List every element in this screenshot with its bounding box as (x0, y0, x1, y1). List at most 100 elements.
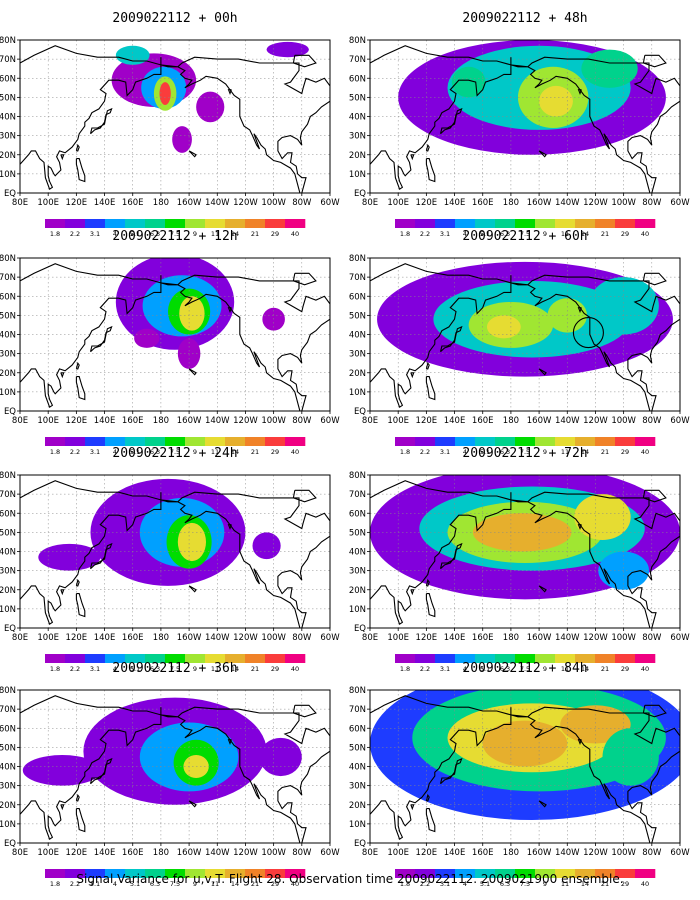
colorbar-label: 5.1 (480, 880, 490, 888)
colorbar-swatch (495, 654, 516, 663)
y-tick-label: 70N (349, 55, 366, 65)
colorbar-swatch (205, 654, 226, 663)
colorbar-swatch (535, 654, 556, 663)
x-tick-label: 140W (205, 633, 230, 643)
colorbar-swatch (595, 437, 616, 446)
colorbar-label: 21 (601, 230, 609, 238)
x-tick-label: 140W (205, 198, 230, 208)
coastlines (20, 45, 330, 193)
x-tick-label: 80W (642, 198, 662, 208)
coastline (89, 757, 113, 785)
coastline (188, 368, 197, 376)
colorbar-label: 11 (561, 448, 569, 456)
coastline (227, 307, 232, 314)
colorbar-label: 11 (211, 448, 219, 456)
coastline (75, 793, 80, 802)
coastline (439, 542, 463, 570)
coastline (60, 372, 65, 379)
colorbar: 1.8 2.2 3.1 4 5.1 6.3 7.5 9 11 14 21 29 40 (45, 869, 306, 888)
x-tick-label: 100W (261, 633, 286, 643)
colorbar-swatch (415, 219, 436, 228)
colorbar-swatch (635, 219, 656, 228)
colorbar: 1.8 2.2 3.1 4 5.1 6.3 7.5 9 11 14 21 29 40 (395, 869, 656, 888)
colorbar-label: 3.1 (90, 880, 100, 888)
x-tick-label: 180 (153, 633, 169, 643)
coastline (577, 739, 582, 746)
y-tick-label: 30N (349, 567, 366, 577)
colorbar-swatch (205, 437, 226, 446)
y-tick-label: EQ (4, 407, 16, 417)
colorbar: 1.8 2.2 3.1 4 5.1 6.3 7.5 9 11 14 21 29 40 (45, 219, 306, 238)
colorbar-swatch (265, 869, 286, 878)
x-tick-label: 140E (444, 416, 466, 426)
colorbar-swatch (555, 654, 576, 663)
y-tick-label: 40N (0, 548, 16, 558)
colorbar-label: 4 (463, 230, 467, 238)
colorbar-swatch (125, 869, 146, 878)
coastline (89, 325, 113, 353)
panel-title: 2009022112 + 00h (112, 11, 237, 26)
coastline (292, 489, 317, 503)
colorbar-label: 14 (231, 448, 239, 456)
x-tick-label: 80E (362, 633, 378, 643)
panel-title: 2009022112 + 12h (112, 229, 237, 244)
y-tick-label: 10N (349, 820, 366, 830)
y-tick-label: 30N (0, 132, 16, 142)
colorbar-swatch (225, 869, 246, 878)
coastline (538, 800, 547, 808)
colorbar-swatch (225, 219, 246, 228)
x-tick-label: 160E (472, 416, 494, 426)
y-tick-label: 80N (349, 254, 366, 264)
y-tick-label: 20N (0, 369, 16, 379)
x-tick-label: 100W (611, 416, 636, 426)
colorbar-swatch (165, 869, 186, 878)
x-tick-label: 80E (12, 633, 28, 643)
colorbar-label: 2.2 (420, 448, 430, 456)
y-tick-label: 10N (349, 170, 366, 180)
colorbar-swatch (535, 869, 556, 878)
x-tick-label: 80W (292, 198, 312, 208)
x-tick-label: 120E (66, 198, 88, 208)
x-tick-label: 160W (177, 198, 202, 208)
y-tick-label: 40N (349, 113, 366, 123)
panel-title: 2009022112 + 24h (112, 446, 237, 461)
colorbar-label: 1.8 (50, 880, 60, 888)
colorbar-swatch (475, 869, 496, 878)
coastline (188, 150, 197, 158)
colorbar-swatch (575, 869, 596, 878)
gridlines (20, 40, 330, 193)
colorbar-swatch (595, 219, 616, 228)
colorbar-label: 1.8 (50, 665, 60, 673)
colorbar-label: 3.1 (440, 448, 450, 456)
x-tick-label: 100W (261, 416, 286, 426)
colorbar-label: 1.8 (50, 448, 60, 456)
y-tick-label: 60N (349, 74, 366, 84)
coastline (425, 376, 436, 401)
colorbar-swatch (475, 219, 496, 228)
y-tick-label: 70N (0, 490, 16, 500)
colorbar-swatch (475, 437, 496, 446)
y-tick-label: 30N (0, 782, 16, 792)
colorbar-swatch (395, 869, 416, 878)
coastline (510, 56, 680, 193)
x-tick-label: 60W (320, 633, 340, 643)
x-tick-label: 160W (177, 416, 202, 426)
x-tick-label: 160W (177, 848, 202, 858)
colorbar-swatch (285, 437, 306, 446)
colorbar-swatch (595, 654, 616, 663)
colorbar-swatch (535, 437, 556, 446)
x-tick-label: 160E (122, 416, 144, 426)
colorbar-swatch (635, 654, 656, 663)
map-panel: 2009022112 + 72h 80E 100E 120E 140E 160E 180 16… (349, 446, 690, 673)
colorbar-label: 2.2 (420, 230, 430, 238)
colorbar-swatch (535, 219, 556, 228)
coastline (292, 704, 317, 718)
colorbar-label: 40 (641, 665, 649, 673)
colorbar-label: 7.5 (170, 230, 180, 238)
x-tick-label: 80E (362, 848, 378, 858)
x-tick-label: 120W (233, 416, 258, 426)
colorbar: 1.8 2.2 3.1 4 5.1 6.3 7.5 9 11 14 21 29 40 (395, 437, 656, 456)
gridlines (370, 258, 680, 411)
y-tick-label: 50N (0, 528, 16, 538)
coastlines (370, 263, 680, 411)
